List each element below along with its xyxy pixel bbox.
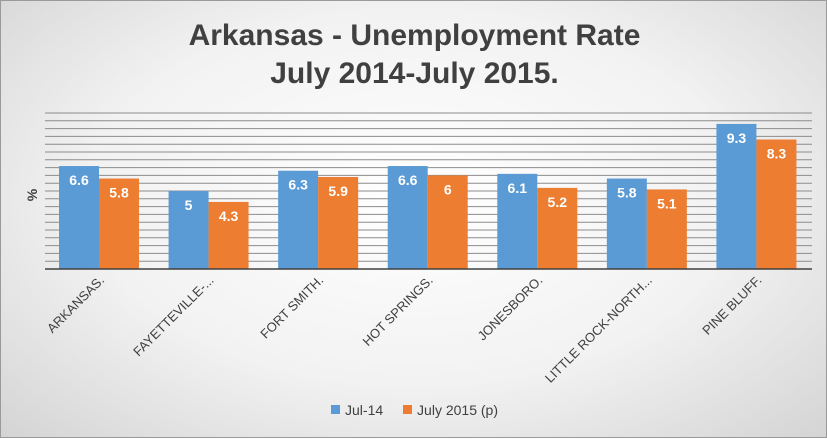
x-tick-label-4: HOT SPRINGS. bbox=[360, 273, 436, 349]
data-label-2-4: 6 bbox=[444, 181, 452, 197]
data-label-1-4: 6.6 bbox=[398, 172, 418, 188]
bar-1-2 bbox=[168, 191, 209, 269]
data-label-2-6: 5.1 bbox=[657, 195, 677, 211]
bar-2-4 bbox=[427, 175, 468, 269]
data-labels: 6.6 5.8 5 4.3 6.3 5.9 6.6 6 6.1 5.2 5.8 5.1 9.3 8.3 bbox=[69, 130, 786, 224]
bar-1-6 bbox=[606, 178, 647, 269]
bar-2-7 bbox=[756, 139, 797, 269]
chart-title-line-1: Arkansas - Unemployment Rate bbox=[188, 19, 641, 52]
data-label-2-7: 8.3 bbox=[767, 146, 787, 162]
data-label-1-6: 5.8 bbox=[617, 185, 637, 201]
x-tick-label-7: PINE BLUFF. bbox=[699, 273, 764, 338]
data-label-2-3: 5.9 bbox=[328, 183, 348, 199]
bar-1-7 bbox=[716, 123, 757, 269]
legend-item-series-2: July 2015 (p) bbox=[403, 402, 498, 418]
x-axis-tick-labels: ARKANSAS. FAYETTEVILLE-... FORT SMITH. HOT … bbox=[44, 273, 765, 386]
x-tick-label-3: FORT SMITH. bbox=[257, 273, 326, 342]
x-tick-label-5: JONESBORO. bbox=[475, 273, 546, 344]
bar-1-5 bbox=[497, 173, 538, 269]
bar-1-1 bbox=[59, 166, 99, 269]
bar-2-1 bbox=[99, 178, 139, 269]
legend-swatch-series-2 bbox=[403, 405, 413, 414]
data-label-1-2: 5 bbox=[185, 197, 193, 213]
x-tick-label-6: LITTLE ROCK-NORTH... bbox=[542, 273, 655, 386]
bar-2-5 bbox=[537, 187, 578, 269]
bar-2-6 bbox=[646, 189, 687, 269]
legend-label-series-1: Jul-14 bbox=[345, 401, 384, 418]
data-label-1-7: 9.3 bbox=[727, 130, 747, 146]
data-label-1-1: 6.6 bbox=[69, 172, 89, 188]
y-axis-label: % bbox=[24, 188, 40, 201]
legend-swatch-series-1 bbox=[331, 405, 341, 414]
legend-label-series-2: July 2015 (p) bbox=[417, 401, 498, 418]
bar-1-3 bbox=[278, 170, 319, 269]
data-label-1-3: 6.3 bbox=[288, 177, 308, 193]
data-label-1-5: 6.1 bbox=[508, 180, 528, 196]
x-tick-label-2: FAYETTEVILLE-... bbox=[130, 273, 217, 360]
bar-2-2 bbox=[208, 201, 249, 269]
chart-legend: Jul-14 July 2015 (p) bbox=[1, 401, 827, 418]
bar-1-4 bbox=[387, 166, 428, 269]
x-tick-label-1: ARKANSAS. bbox=[44, 273, 107, 336]
legend-item-series-1: Jul-14 bbox=[331, 402, 383, 418]
data-label-2-2: 4.3 bbox=[219, 208, 239, 224]
bar-2-3 bbox=[318, 176, 359, 269]
data-label-2-5: 5.2 bbox=[548, 194, 568, 210]
chart-title-line-2: July 2014-July 2015. bbox=[270, 57, 559, 90]
bar-series bbox=[59, 123, 797, 269]
chart-title: Arkansas - Unemployment Rate July 2014-J… bbox=[1, 17, 827, 93]
data-label-2-1: 5.8 bbox=[109, 185, 129, 201]
